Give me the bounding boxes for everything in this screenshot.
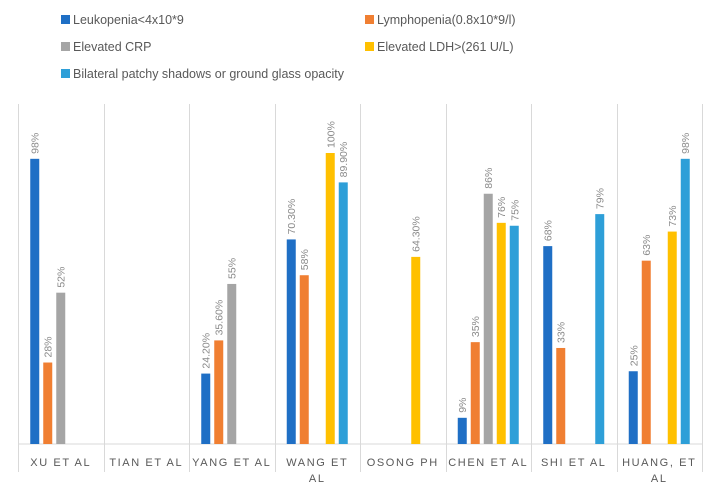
bar — [299, 275, 309, 444]
data-label: 52% — [56, 267, 68, 288]
data-label: 73% — [667, 206, 679, 227]
legend-entry: Leukopenia<4x10*9 — [73, 13, 184, 27]
category-label: AL — [309, 473, 326, 485]
bar — [325, 153, 335, 444]
bar — [543, 246, 553, 444]
bar — [680, 158, 690, 444]
legend-swatch — [61, 15, 70, 24]
category-label: OSONG PH — [367, 457, 439, 469]
data-label: 9% — [457, 398, 469, 413]
bar — [470, 342, 480, 444]
bar — [641, 260, 651, 444]
category-label: HUANG, ET — [622, 457, 696, 469]
data-label: 35.60% — [214, 300, 226, 336]
bar — [483, 193, 493, 444]
category-label: AL — [651, 473, 668, 485]
bar — [628, 371, 638, 444]
data-label: 76% — [496, 197, 508, 218]
data-label: 24.20% — [201, 333, 213, 369]
category-dividers — [18, 104, 703, 472]
bar — [286, 239, 296, 444]
data-labels: 98% 28% 52% 24.20%35.60% 55% 70.30% 58% 100%89.… — [30, 121, 693, 413]
bar — [214, 340, 224, 444]
bar — [496, 222, 506, 444]
bar — [556, 347, 566, 444]
bar — [201, 373, 211, 444]
bar — [43, 362, 53, 444]
data-label: 63% — [641, 235, 653, 256]
data-label: 25% — [628, 345, 640, 366]
category-label: WANG ET — [286, 457, 348, 469]
data-label: 35% — [470, 316, 482, 337]
category-labels: XU ET AL TIAN ET AL YANG ET AL WANG ET AL OSO… — [30, 457, 696, 485]
data-label: 64.30% — [411, 216, 423, 252]
bars — [30, 153, 690, 445]
data-label: 75% — [509, 200, 521, 221]
data-label: 33% — [556, 322, 568, 343]
legend: Leukopenia<4x10*9 Lymphopenia(0.8x10*9/l)… — [61, 13, 516, 81]
legend-swatch — [365, 15, 374, 24]
category-label: TIAN ET AL — [109, 457, 183, 469]
data-label: 55% — [227, 258, 239, 279]
data-label: 98% — [680, 133, 692, 154]
legend-swatch — [61, 69, 70, 78]
data-label: 98% — [30, 133, 42, 154]
data-label: 100% — [325, 121, 337, 148]
legend-swatch — [61, 42, 70, 51]
category-label: XU ET AL — [30, 457, 91, 469]
data-label: 58% — [299, 249, 311, 270]
category-label: SHI ET AL — [541, 457, 607, 469]
data-label: 86% — [483, 168, 495, 189]
data-label: 79% — [595, 188, 607, 209]
legend-entry: Bilateral patchy shadows or ground glass… — [73, 67, 345, 81]
bar — [667, 231, 677, 444]
legend-entry: Lymphopenia(0.8x10*9/l) — [377, 13, 516, 27]
data-label: 68% — [543, 220, 555, 241]
legend-entry: Elevated LDH>(261 U/L) — [377, 40, 514, 54]
category-label: YANG ET AL — [192, 457, 271, 469]
bar — [338, 182, 348, 445]
bar — [457, 417, 467, 444]
bar — [595, 214, 605, 444]
legend-swatch — [365, 42, 374, 51]
data-label: 28% — [43, 337, 55, 358]
bar — [30, 158, 40, 444]
bar — [56, 292, 66, 444]
bar — [411, 256, 421, 444]
legend-entry: Elevated CRP — [73, 40, 152, 54]
bar — [227, 283, 237, 444]
category-label: CHEN ET AL — [448, 457, 528, 469]
bar — [509, 225, 519, 444]
data-label: 89.90% — [338, 142, 350, 178]
data-label: 70.30% — [286, 199, 298, 235]
